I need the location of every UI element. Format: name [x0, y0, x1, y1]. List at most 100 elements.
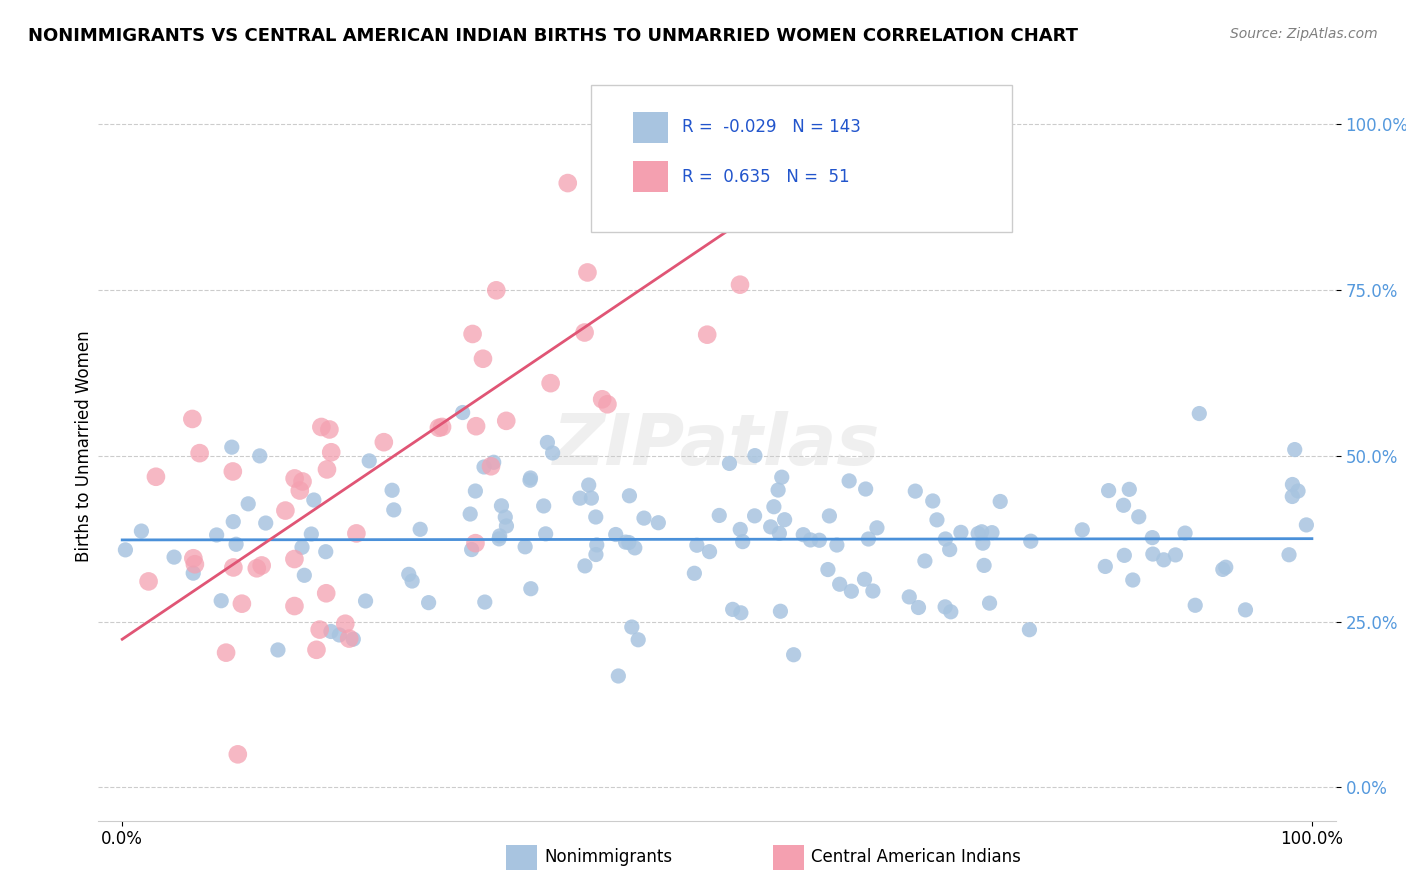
Point: [215, 646, 238, 660]
Point: [979, 596, 1001, 610]
Text: NONIMMIGRANTS VS CENTRAL AMERICAN INDIAN BIRTHS TO UNMARRIED WOMEN CORRELATION C: NONIMMIGRANTS VS CENTRAL AMERICAN INDIAN…: [28, 27, 1078, 45]
Point: [354, 594, 377, 608]
Point: [460, 542, 482, 557]
Point: [762, 500, 785, 514]
Point: [769, 604, 792, 618]
Point: [249, 449, 271, 463]
Point: [1215, 560, 1237, 574]
Point: [292, 568, 315, 582]
Point: [344, 526, 367, 541]
Point: [209, 593, 232, 607]
Point: [222, 515, 245, 529]
Point: [1188, 407, 1211, 421]
Text: Central American Indians: Central American Indians: [811, 848, 1021, 866]
Point: [585, 548, 607, 562]
Point: [205, 528, 228, 542]
Point: [181, 566, 204, 581]
Point: [458, 507, 481, 521]
Point: [591, 392, 613, 407]
Point: [666, 142, 689, 156]
Point: [337, 632, 360, 646]
Point: [315, 586, 337, 600]
Point: [970, 524, 993, 539]
Point: [183, 551, 205, 566]
Point: [513, 540, 536, 554]
Point: [488, 529, 510, 543]
Point: [647, 516, 669, 530]
Point: [581, 491, 603, 505]
Point: [533, 499, 555, 513]
Point: [163, 550, 186, 565]
Point: [335, 616, 357, 631]
Point: [479, 459, 502, 474]
Point: [321, 445, 343, 459]
Point: [359, 454, 381, 468]
Point: [925, 513, 948, 527]
Point: [319, 624, 342, 639]
Point: [254, 516, 277, 530]
Point: [328, 628, 350, 642]
Point: [131, 524, 153, 538]
Point: [184, 558, 207, 572]
Point: [585, 510, 607, 524]
Text: R =  0.635   N =  51: R = 0.635 N = 51: [682, 168, 849, 186]
Point: [485, 283, 508, 297]
Point: [315, 545, 337, 559]
Point: [699, 159, 721, 173]
Point: [1284, 442, 1306, 457]
Point: [731, 534, 754, 549]
Point: [291, 541, 314, 555]
Point: [318, 422, 340, 436]
Point: [981, 525, 1004, 540]
Point: [299, 527, 322, 541]
Point: [1114, 549, 1136, 563]
Point: [1212, 562, 1234, 576]
Point: [1234, 603, 1257, 617]
Point: [939, 605, 962, 619]
Point: [1019, 534, 1042, 549]
Text: R =  -0.029   N = 143: R = -0.029 N = 143: [682, 118, 860, 136]
Point: [973, 558, 995, 573]
Point: [728, 277, 751, 292]
Point: [1184, 599, 1206, 613]
Point: [614, 535, 637, 549]
Point: [841, 584, 863, 599]
Point: [311, 420, 333, 434]
Point: [1097, 483, 1119, 498]
Point: [238, 497, 260, 511]
Point: [536, 435, 558, 450]
Point: [619, 489, 641, 503]
Point: [482, 455, 505, 469]
Point: [373, 435, 395, 450]
Point: [342, 632, 364, 647]
Point: [1295, 517, 1317, 532]
Point: [967, 526, 990, 541]
Point: [862, 584, 884, 599]
Point: [465, 419, 488, 434]
Point: [225, 537, 247, 551]
Point: [464, 483, 486, 498]
Point: [699, 544, 721, 558]
Point: [250, 558, 273, 573]
Point: [181, 412, 204, 426]
Point: [773, 513, 796, 527]
Point: [855, 482, 877, 496]
Point: [1286, 483, 1309, 498]
Point: [519, 473, 541, 487]
Point: [770, 470, 793, 484]
Point: [534, 526, 557, 541]
Point: [231, 597, 253, 611]
Point: [274, 503, 297, 517]
Point: [574, 558, 596, 573]
Point: [766, 483, 789, 497]
Point: [222, 465, 245, 479]
Point: [474, 595, 496, 609]
Point: [934, 599, 956, 614]
Point: [605, 527, 627, 541]
Point: [1118, 483, 1140, 497]
Point: [461, 326, 484, 341]
Point: [808, 533, 831, 548]
Point: [709, 508, 731, 523]
Text: ZIPatlas: ZIPatlas: [554, 411, 880, 481]
Point: [972, 536, 994, 550]
